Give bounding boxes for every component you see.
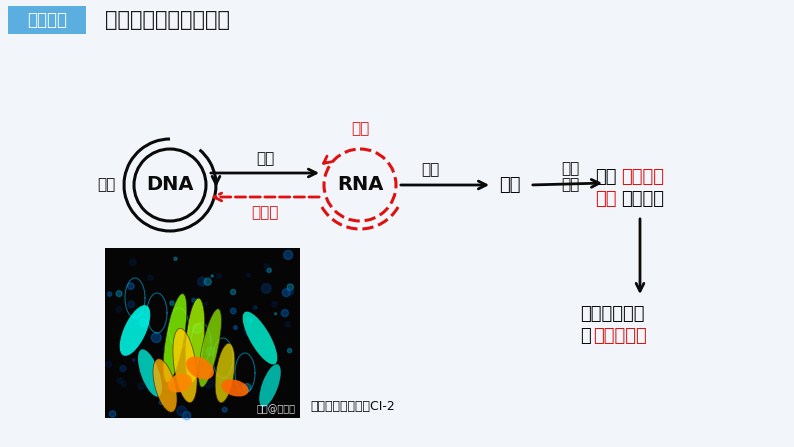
Circle shape <box>128 301 135 308</box>
Circle shape <box>275 313 276 315</box>
Text: 翻译: 翻译 <box>421 163 439 177</box>
Circle shape <box>243 384 251 392</box>
Circle shape <box>264 264 269 269</box>
Circle shape <box>244 326 253 336</box>
Circle shape <box>107 292 112 296</box>
Circle shape <box>118 378 122 384</box>
Circle shape <box>129 320 137 328</box>
Ellipse shape <box>243 312 277 364</box>
Text: 逆转录: 逆转录 <box>252 206 279 220</box>
FancyBboxPatch shape <box>8 6 86 34</box>
Ellipse shape <box>173 329 197 403</box>
Text: 复制: 复制 <box>97 177 115 193</box>
Ellipse shape <box>222 380 249 396</box>
Circle shape <box>177 406 187 416</box>
Circle shape <box>257 334 263 340</box>
Ellipse shape <box>215 343 235 403</box>
Circle shape <box>287 284 294 291</box>
Text: 表达生物特有: 表达生物特有 <box>580 305 645 323</box>
Circle shape <box>174 257 177 261</box>
Circle shape <box>128 283 134 289</box>
Text: RNA: RNA <box>337 176 384 194</box>
Circle shape <box>138 383 145 389</box>
Ellipse shape <box>138 349 162 396</box>
Circle shape <box>204 379 214 388</box>
Circle shape <box>152 333 161 342</box>
Ellipse shape <box>164 294 187 382</box>
Circle shape <box>281 309 288 316</box>
Text: 知乎@沈博士: 知乎@沈博士 <box>257 404 296 414</box>
Circle shape <box>164 347 168 351</box>
Circle shape <box>198 277 206 286</box>
Text: 肽链: 肽链 <box>499 176 521 194</box>
Ellipse shape <box>186 357 214 380</box>
Circle shape <box>106 361 112 367</box>
Ellipse shape <box>120 305 150 356</box>
Circle shape <box>261 283 271 293</box>
Text: 结构: 结构 <box>595 190 616 208</box>
Ellipse shape <box>185 298 205 383</box>
Circle shape <box>324 149 396 221</box>
Ellipse shape <box>168 374 192 392</box>
Text: 功能和性状: 功能和性状 <box>593 327 647 345</box>
Circle shape <box>230 308 236 314</box>
Circle shape <box>247 317 252 322</box>
Circle shape <box>140 319 148 327</box>
Circle shape <box>211 275 214 277</box>
Text: 基因指导蛋白质的合成: 基因指导蛋白质的合成 <box>105 10 230 30</box>
Circle shape <box>120 366 126 372</box>
Circle shape <box>264 403 270 409</box>
Circle shape <box>160 401 163 405</box>
Circle shape <box>222 407 227 412</box>
Circle shape <box>205 302 207 305</box>
Text: 具有: 具有 <box>595 168 616 186</box>
Text: 的: 的 <box>580 327 591 345</box>
Circle shape <box>116 307 121 312</box>
Circle shape <box>204 278 211 285</box>
Circle shape <box>267 268 272 273</box>
Circle shape <box>283 250 293 259</box>
Circle shape <box>287 349 291 353</box>
Circle shape <box>116 291 122 297</box>
Circle shape <box>247 274 250 277</box>
Circle shape <box>266 376 271 381</box>
Circle shape <box>134 149 206 221</box>
Text: 盘曲: 盘曲 <box>561 161 579 177</box>
Circle shape <box>285 322 291 327</box>
Circle shape <box>253 306 257 309</box>
Text: 的蛋白质: 的蛋白质 <box>621 190 664 208</box>
Circle shape <box>135 310 145 320</box>
Text: DNA: DNA <box>146 176 194 194</box>
Circle shape <box>192 298 196 303</box>
Text: 特定空间: 特定空间 <box>621 168 664 186</box>
Circle shape <box>176 333 185 342</box>
Circle shape <box>170 301 174 305</box>
Circle shape <box>272 302 277 307</box>
Circle shape <box>206 347 215 356</box>
Ellipse shape <box>198 309 222 387</box>
Circle shape <box>110 411 116 417</box>
Text: 转录: 转录 <box>256 152 274 166</box>
Circle shape <box>121 381 126 386</box>
Circle shape <box>233 326 237 329</box>
Circle shape <box>207 337 213 342</box>
Circle shape <box>217 274 222 278</box>
Circle shape <box>282 289 291 297</box>
Ellipse shape <box>260 364 281 407</box>
Circle shape <box>230 289 236 295</box>
Circle shape <box>287 289 294 295</box>
Circle shape <box>191 364 195 368</box>
Circle shape <box>133 358 135 361</box>
Text: 大麦蛋白酶抑制剂CI-2: 大麦蛋白酶抑制剂CI-2 <box>310 400 395 413</box>
Text: 复制: 复制 <box>351 122 369 136</box>
Circle shape <box>192 324 202 333</box>
FancyBboxPatch shape <box>105 248 300 418</box>
Text: 知识回顾: 知识回顾 <box>27 11 67 29</box>
Circle shape <box>148 275 153 280</box>
Ellipse shape <box>153 359 177 412</box>
Circle shape <box>183 412 191 420</box>
Circle shape <box>129 259 136 266</box>
Text: 折叠: 折叠 <box>561 177 579 193</box>
